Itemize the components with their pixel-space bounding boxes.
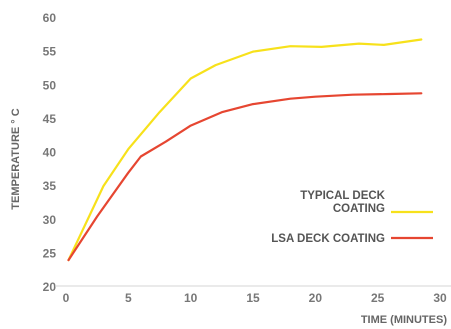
- y-tick-label: 40: [43, 146, 57, 160]
- y-axis-title: TEMPERATURE ° C: [10, 108, 22, 209]
- series-layer: [67, 38, 423, 262]
- x-tick-label: 10: [184, 291, 198, 305]
- y-tick-label: 35: [43, 179, 57, 193]
- y-tick-label: 50: [43, 78, 57, 92]
- y-tick-label: 20: [43, 280, 57, 294]
- x-axis-ticks: 0 5 10 15 20 25 30: [63, 291, 447, 305]
- x-tick-label: 30: [433, 291, 447, 305]
- x-tick-label: 25: [371, 291, 385, 305]
- series-line-0: [67, 38, 423, 262]
- y-tick-label: 25: [43, 246, 57, 260]
- legend-label-1: LSA DECK COATING: [271, 233, 385, 245]
- legend-label-0: COATING: [333, 203, 385, 215]
- x-axis-title: TIME (MINUTES): [361, 314, 447, 326]
- x-tick-label: 20: [309, 291, 323, 305]
- x-tick-label: 0: [63, 291, 70, 305]
- legend-label-0: TYPICAL DECK: [300, 190, 385, 202]
- y-tick-label: 45: [43, 112, 57, 126]
- x-tick-label: 15: [246, 291, 260, 305]
- y-tick-label: 60: [43, 11, 57, 25]
- series-line-1: [67, 92, 423, 262]
- x-tick-label: 5: [125, 291, 132, 305]
- y-tick-label: 30: [43, 213, 57, 227]
- y-axis-ticks: 20 25 30 35 40 45 50 55 60: [43, 11, 57, 294]
- y-tick-label: 55: [43, 45, 57, 59]
